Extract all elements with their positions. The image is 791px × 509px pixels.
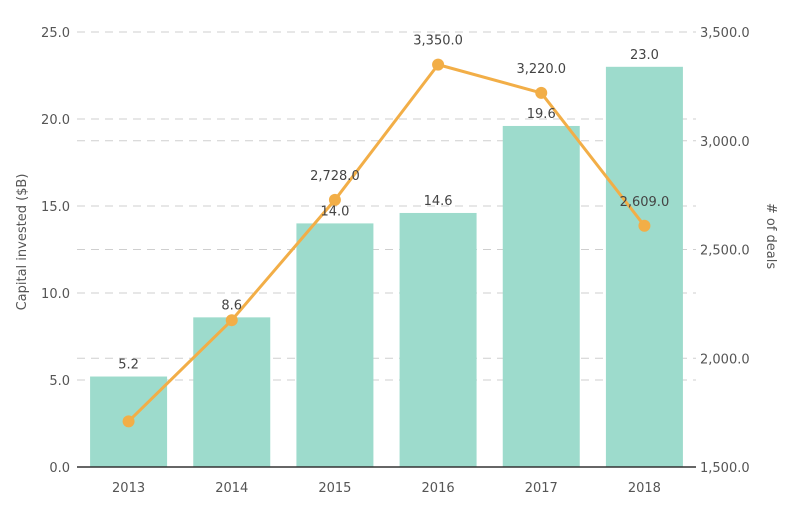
bar: [193, 317, 271, 467]
y2-axis-title: # of deals: [763, 203, 778, 270]
bar-data-label: 23.0: [630, 48, 659, 63]
line-path: [127, 63, 646, 423]
left-tick-label: 10.0: [41, 287, 70, 302]
line-data-label: 2,609.0: [620, 195, 670, 210]
x-tick-label: 2015: [318, 481, 351, 496]
line-series: [122, 58, 651, 428]
left-tick-label: 15.0: [41, 200, 70, 215]
x-tick-label: 2014: [215, 481, 248, 496]
data-labels: 5.2 8.6 14.0 14.6 19.6 23.0 2,728.0 3,350.0 3,22…: [118, 34, 669, 373]
line-point: [432, 58, 445, 71]
line-point: [638, 219, 651, 232]
right-tick-label: 2,000.0: [700, 352, 750, 367]
line-data-label: 3,220.0: [516, 62, 566, 77]
right-tick-label: 2,500.0: [700, 244, 750, 259]
bar-series: [90, 66, 683, 468]
x-tick-label: 2016: [422, 481, 455, 496]
right-axis-ticks: 1,500.0 2,000.0 2,500.0 3,000.0 3,500.0: [700, 26, 750, 476]
line-point: [328, 193, 341, 206]
x-axis-ticks: 2013 2014 2015 2016 2017 2018: [112, 481, 661, 496]
bar: [605, 66, 683, 468]
bar-data-label: 19.6: [527, 107, 556, 122]
bar: [502, 125, 580, 468]
line-data-label: 2,728.0: [310, 169, 360, 184]
right-tick-label: 3,000.0: [700, 135, 750, 150]
gridlines: [77, 31, 696, 381]
x-tick-label: 2013: [112, 481, 145, 496]
right-tick-label: 1,500.0: [700, 461, 750, 476]
bar: [296, 223, 374, 467]
left-tick-label: 5.0: [49, 374, 70, 389]
left-tick-label: 25.0: [41, 26, 70, 41]
line-data-label: 3,350.0: [413, 34, 463, 49]
bar-data-label: 5.2: [118, 358, 139, 373]
line-point: [122, 415, 135, 428]
x-tick-label: 2017: [525, 481, 558, 496]
right-tick-label: 3,500.0: [700, 26, 750, 41]
line-point: [225, 314, 238, 327]
bar-data-label: 8.6: [221, 298, 242, 313]
left-tick-label: 20.0: [41, 113, 70, 128]
bar-data-label: 14.0: [320, 204, 349, 219]
x-tick-label: 2018: [628, 481, 661, 496]
left-axis-ticks: 0.0 5.0 10.0 15.0 20.0 25.0: [41, 26, 70, 476]
bar: [399, 212, 477, 467]
left-tick-label: 0.0: [49, 461, 70, 476]
y-axis-title: Capital invested ($B): [15, 174, 30, 311]
line-point: [535, 86, 548, 99]
bar-data-label: 14.6: [424, 194, 453, 209]
